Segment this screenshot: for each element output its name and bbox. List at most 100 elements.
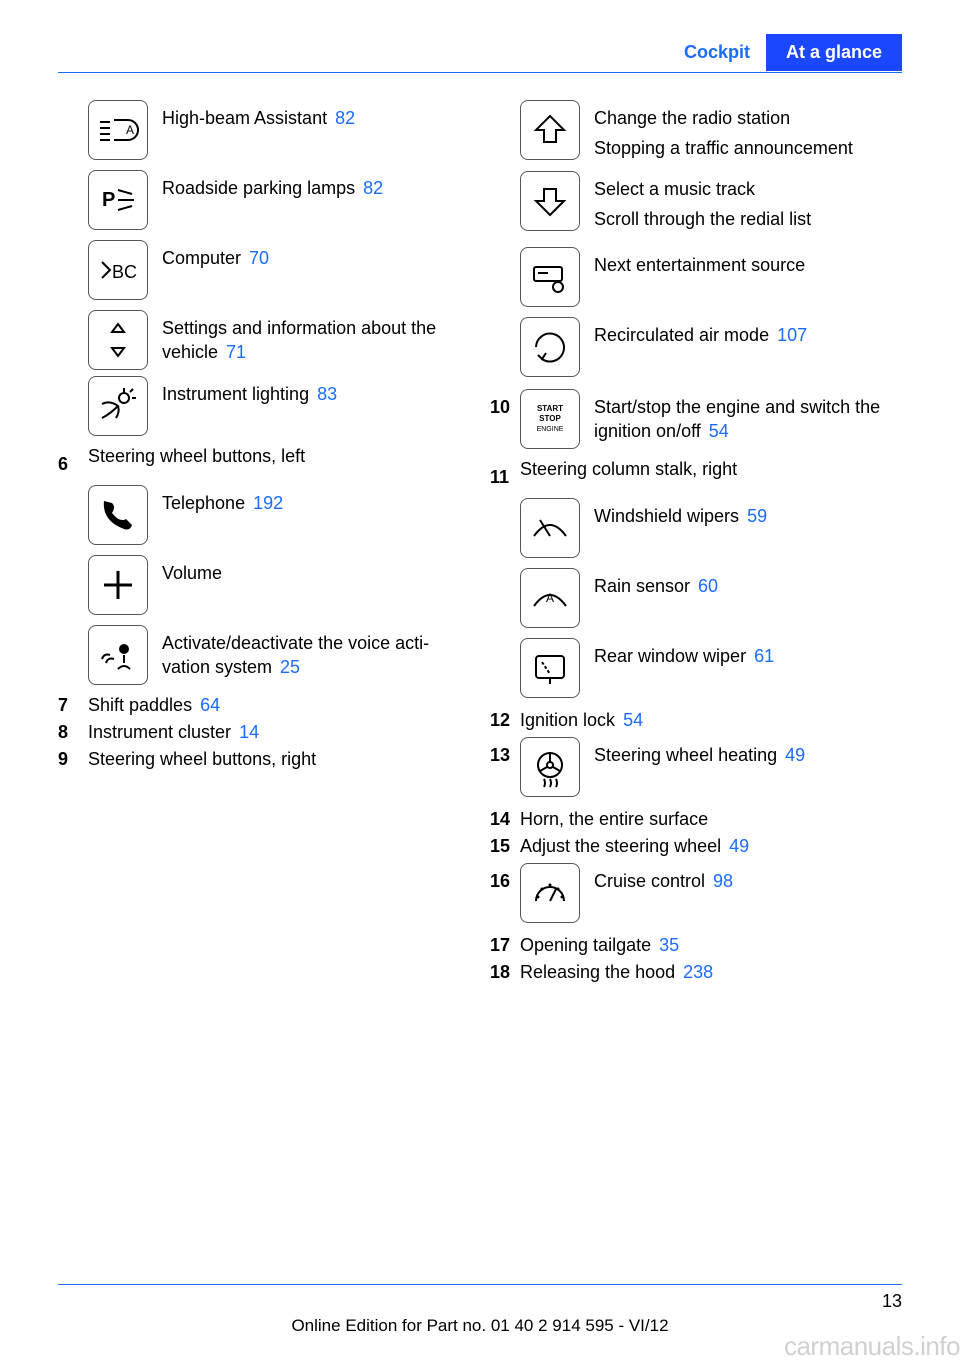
page-ref[interactable]: 59	[747, 506, 767, 526]
item-number: 16	[490, 863, 520, 892]
arrow-up-icon	[520, 100, 580, 160]
item-text: Rear window wiper 61	[594, 638, 902, 668]
item-text: Settings and information about the vehic…	[162, 310, 470, 365]
page-ref[interactable]: 61	[754, 646, 774, 666]
item-text: Instrument cluster 14	[88, 722, 470, 743]
rain-sensor-icon	[520, 568, 580, 628]
item-number: 7	[58, 695, 88, 716]
item-text: Recirculated air mode107	[594, 317, 902, 347]
recirculate-icon	[520, 317, 580, 377]
right-column: Change the radio station Stopping a traf…	[490, 100, 902, 989]
item-text: Windshield wipers 59	[594, 498, 902, 528]
page-ref[interactable]: 49	[785, 745, 805, 765]
text: Steering wheel heating	[594, 745, 777, 765]
section-label: Cockpit	[668, 34, 766, 71]
page-ref[interactable]: 192	[253, 493, 283, 513]
source-icon	[520, 247, 580, 307]
voice-icon	[88, 625, 148, 685]
text: Start/stop the engine and switch the ign…	[594, 397, 880, 441]
heading: Steering column stalk, right	[520, 459, 737, 488]
text: Scroll through the redial list	[594, 207, 902, 231]
content-area: High-beam Assistant 82 Roadside parking l…	[58, 100, 902, 989]
page-number: 13	[58, 1291, 902, 1312]
page-ref[interactable]: 82	[363, 178, 383, 198]
item-text: Computer 70	[162, 240, 470, 270]
up-down-icon	[88, 310, 148, 370]
item-number: 13	[490, 737, 520, 766]
highbeam-icon	[88, 100, 148, 160]
page-ref[interactable]: 54	[709, 421, 729, 441]
parking-lamps-icon	[88, 170, 148, 230]
page-ref[interactable]: 71	[226, 342, 246, 362]
text: Stopping a traffic announcement	[594, 136, 902, 160]
text: Change the radio station	[594, 106, 902, 130]
watermark: carmanuals.info	[784, 1331, 960, 1362]
computer-icon	[88, 240, 148, 300]
text: Telephone	[162, 493, 245, 513]
item-text: Shift paddles 64	[88, 695, 470, 716]
page-ref[interactable]: 49	[729, 836, 749, 856]
page-ref[interactable]: 35	[659, 935, 679, 955]
page-ref[interactable]: 54	[623, 710, 643, 730]
wiper-icon	[520, 498, 580, 558]
text: Volume	[162, 563, 222, 583]
item-text: Instrument lighting83	[162, 376, 470, 406]
item-text: Select a music track Scroll through the …	[594, 171, 902, 238]
item-text: Volume	[162, 555, 470, 585]
page-ref[interactable]: 25	[280, 657, 300, 677]
text: Ignition lock	[520, 710, 615, 730]
item-text: Start/stop the engine and switch the ign…	[594, 389, 902, 444]
text: Instrument cluster	[88, 722, 231, 742]
text: Rear window wiper	[594, 646, 746, 666]
page-ref[interactable]: 238	[683, 962, 713, 982]
page-ref[interactable]: 14	[239, 722, 259, 742]
text: Adjust the steering wheel	[520, 836, 721, 856]
item-number: 12	[490, 710, 520, 731]
arrow-down-icon	[520, 171, 580, 231]
text: Windshield wipers	[594, 506, 739, 526]
item-number: 8	[58, 722, 88, 743]
text: Releasing the hood	[520, 962, 675, 982]
item-text: Ignition lock 54	[520, 710, 902, 731]
instrument-lighting-icon	[88, 376, 148, 436]
rear-wiper-icon	[520, 638, 580, 698]
item-text: Adjust the steering wheel 49	[520, 836, 902, 857]
volume-icon	[88, 555, 148, 615]
page-ref[interactable]: 64	[200, 695, 220, 715]
text: High-beam Assistant	[162, 108, 327, 128]
page-ref[interactable]: 60	[698, 576, 718, 596]
item-text: Steering wheel heating 49	[594, 737, 902, 767]
item-number: 18	[490, 962, 520, 983]
text: Computer	[162, 248, 241, 268]
text: Next entertainment source	[594, 255, 805, 275]
text: Shift paddles	[88, 695, 192, 715]
item-text: Change the radio station Stopping a traf…	[594, 100, 902, 167]
item-text: High-beam Assistant 82	[162, 100, 470, 130]
page-ref[interactable]: 107	[777, 325, 807, 345]
item-text: Activate/deactivate the voice acti­vatio…	[162, 625, 470, 680]
item-text: Steering wheel buttons, right	[88, 749, 470, 770]
item-number: 6	[58, 446, 88, 475]
text: Cruise control	[594, 871, 705, 891]
text: Settings and information about the vehic…	[162, 318, 436, 362]
page-ref[interactable]: 70	[249, 248, 269, 268]
text: Opening tailgate	[520, 935, 651, 955]
item-text: Horn, the entire surface	[520, 809, 902, 830]
cruise-control-icon	[520, 863, 580, 923]
item-number: 17	[490, 935, 520, 956]
page-ref[interactable]: 82	[335, 108, 355, 128]
left-column: High-beam Assistant 82 Roadside parking l…	[58, 100, 470, 989]
wheel-heating-icon	[520, 737, 580, 797]
item-number: 15	[490, 836, 520, 857]
page-ref[interactable]: 83	[317, 384, 337, 404]
text: Select a music track	[594, 177, 902, 201]
item-text: Cruise control 98	[594, 863, 902, 893]
item-text: Roadside parking lamps 82	[162, 170, 470, 200]
heading: Steering wheel buttons, left	[88, 446, 305, 475]
header: Cockpit At a glance	[668, 34, 902, 71]
item-text: Rain sensor60	[594, 568, 902, 598]
text: Roadside parking lamps	[162, 178, 355, 198]
page-ref[interactable]: 98	[713, 871, 733, 891]
item-text: Releasing the hood 238	[520, 962, 902, 983]
header-rule	[58, 72, 902, 73]
